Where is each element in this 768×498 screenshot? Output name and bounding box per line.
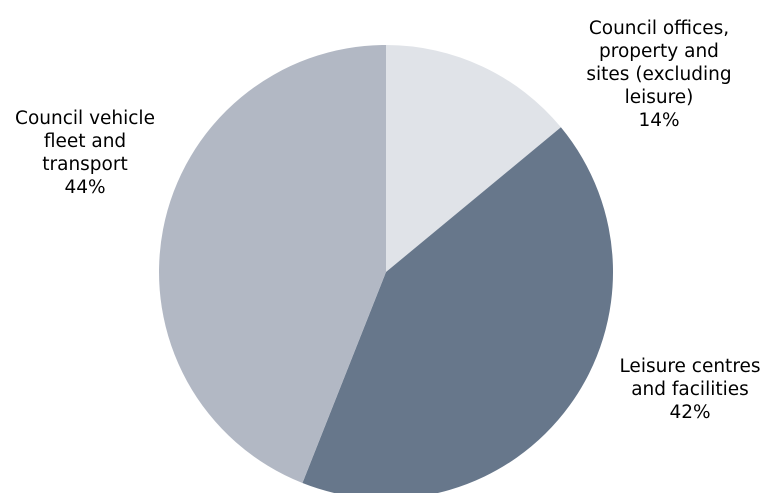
slice-value-label: 14%	[638, 110, 679, 131]
pie-slice-1	[302, 127, 613, 498]
slice-label-0: Council offices, property and sites (exclu…	[586, 18, 731, 131]
slice-label-line: leisure)	[625, 87, 694, 108]
slice-value-label: 44%	[64, 177, 105, 198]
slice-label-line: Leisure centres	[619, 356, 760, 377]
pie-labels: Council offices, property and sites (exclu…	[15, 18, 761, 423]
pie-slice-0	[386, 45, 561, 272]
slice-label-line: fleet and	[44, 131, 126, 152]
slice-label-line: and facilities	[631, 379, 749, 400]
slice-label-1: Leisure centres and facilities 42%	[619, 356, 760, 423]
slice-label-line: property and	[599, 41, 719, 62]
slice-label-line: sites (excluding	[586, 64, 731, 85]
pie-slice-2	[159, 45, 386, 484]
slice-label-line: Council offices,	[589, 18, 729, 39]
slice-label-line: transport	[42, 154, 127, 175]
slice-label-2: Council vehicle fleet and transport 44%	[15, 108, 155, 198]
pie-slices	[159, 45, 613, 498]
slice-value-label: 42%	[669, 402, 710, 423]
slice-label-line: Council vehicle	[15, 108, 155, 129]
